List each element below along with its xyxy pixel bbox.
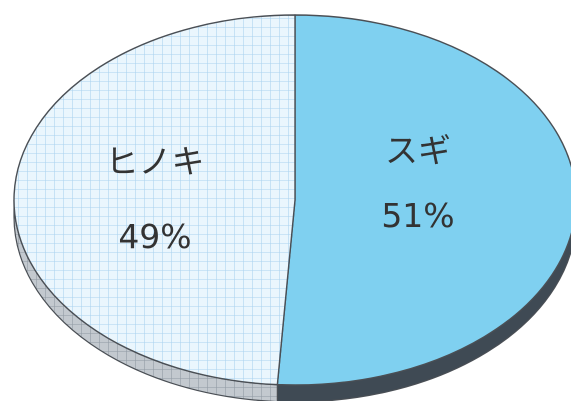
slice-value-hinoki: 49% bbox=[118, 217, 191, 256]
pie-slice-sugi bbox=[276, 14, 571, 386]
slice-value-sugi: 51% bbox=[381, 196, 454, 235]
slice-label-hinoki: ヒノキ bbox=[106, 142, 205, 181]
pie-label-layer: スギ 51% ヒノキ 49% bbox=[106, 131, 455, 256]
pie-slice-hinoki bbox=[13, 14, 296, 386]
slice-label-sugi: スギ bbox=[385, 131, 451, 170]
pie-top-layer bbox=[13, 14, 571, 386]
